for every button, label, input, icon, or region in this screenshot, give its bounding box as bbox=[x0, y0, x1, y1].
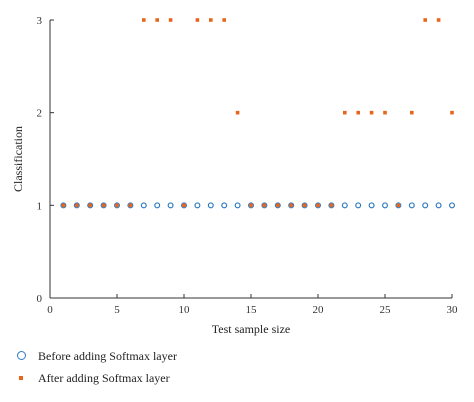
point-before bbox=[154, 202, 161, 209]
x-tick-label: 10 bbox=[179, 304, 191, 316]
point-after bbox=[249, 203, 253, 208]
circle-marker-icon bbox=[14, 348, 30, 364]
point-before bbox=[368, 202, 375, 209]
x-axis-label: Test sample size bbox=[212, 322, 290, 336]
point-after bbox=[88, 203, 92, 208]
point-before bbox=[207, 202, 214, 209]
y-axis-ticks: 0 1 2 3 bbox=[37, 15, 54, 305]
x-tick-label: 20 bbox=[313, 304, 325, 316]
point-after bbox=[115, 203, 119, 208]
point-before bbox=[73, 202, 80, 209]
scatter-chart: 0 5 10 15 20 25 30 0 1 2 3 Test sample size Class… bbox=[11, 15, 458, 336]
point-before bbox=[355, 202, 362, 209]
point-before bbox=[449, 202, 456, 209]
legend-label-after: After adding Softmax layer bbox=[38, 370, 170, 385]
y-tick-label: 2 bbox=[37, 108, 43, 120]
point-before bbox=[341, 202, 348, 209]
point-after bbox=[302, 203, 307, 208]
x-tick-label: 5 bbox=[114, 304, 120, 316]
point-after bbox=[343, 110, 347, 115]
legend-item-before: Before adding Softmax layer bbox=[14, 345, 177, 367]
point-after bbox=[316, 203, 320, 208]
point-after bbox=[75, 203, 79, 208]
legend: Before adding Softmax layer After adding… bbox=[14, 345, 177, 389]
point-after bbox=[450, 110, 454, 115]
point-before bbox=[100, 202, 107, 209]
point-after bbox=[383, 110, 387, 115]
point-before bbox=[248, 202, 255, 209]
point-after bbox=[168, 18, 173, 22]
point-after bbox=[235, 110, 240, 115]
point-before bbox=[127, 202, 134, 209]
axes bbox=[49, 20, 452, 299]
point-after bbox=[195, 18, 200, 22]
point-before bbox=[328, 202, 335, 209]
point-before bbox=[167, 202, 174, 209]
x-tick-label: 0 bbox=[47, 304, 53, 316]
point-after bbox=[61, 203, 66, 208]
point-before bbox=[87, 202, 94, 209]
x-tick-label: 25 bbox=[380, 304, 392, 316]
y-tick-label: 1 bbox=[37, 200, 43, 212]
point-after bbox=[155, 18, 159, 22]
y-axis-label: Classification bbox=[11, 126, 25, 192]
point-before bbox=[301, 202, 308, 209]
point-before bbox=[422, 202, 429, 209]
point-after bbox=[356, 110, 360, 115]
point-before bbox=[181, 202, 188, 209]
point-after bbox=[436, 18, 441, 22]
point-before bbox=[435, 202, 442, 209]
point-after bbox=[209, 18, 213, 22]
point-after bbox=[289, 203, 293, 208]
point-after bbox=[276, 203, 280, 208]
point-after bbox=[369, 110, 374, 115]
point-before bbox=[288, 202, 295, 209]
point-before bbox=[113, 202, 120, 209]
point-before bbox=[140, 202, 147, 209]
point-before bbox=[382, 202, 389, 209]
point-after bbox=[262, 203, 267, 208]
point-before bbox=[261, 202, 268, 209]
x-axis-ticks: 0 5 10 15 20 25 30 bbox=[47, 294, 458, 316]
legend-label-before: Before adding Softmax layer bbox=[38, 348, 177, 363]
point-before bbox=[221, 202, 228, 209]
point-before bbox=[395, 202, 402, 209]
y-tick-label: 3 bbox=[37, 15, 43, 27]
point-before bbox=[234, 202, 241, 209]
point-before bbox=[194, 202, 201, 209]
legend-item-after: After adding Softmax layer bbox=[14, 367, 177, 389]
point-after bbox=[396, 203, 401, 208]
point-after bbox=[329, 203, 334, 208]
point-after bbox=[410, 110, 414, 115]
point-after bbox=[101, 203, 106, 208]
point-after bbox=[182, 203, 186, 208]
point-before bbox=[60, 202, 67, 209]
x-tick-label: 15 bbox=[246, 304, 258, 316]
point-before bbox=[408, 202, 415, 209]
y-tick-label: 0 bbox=[37, 293, 43, 305]
data-points bbox=[60, 18, 456, 209]
point-after bbox=[222, 18, 226, 22]
point-before bbox=[315, 202, 322, 209]
point-after bbox=[423, 18, 427, 22]
square-marker-icon bbox=[14, 370, 30, 386]
point-after bbox=[142, 18, 146, 22]
point-before bbox=[274, 202, 281, 209]
point-after bbox=[128, 203, 133, 208]
x-tick-label: 30 bbox=[447, 304, 459, 316]
